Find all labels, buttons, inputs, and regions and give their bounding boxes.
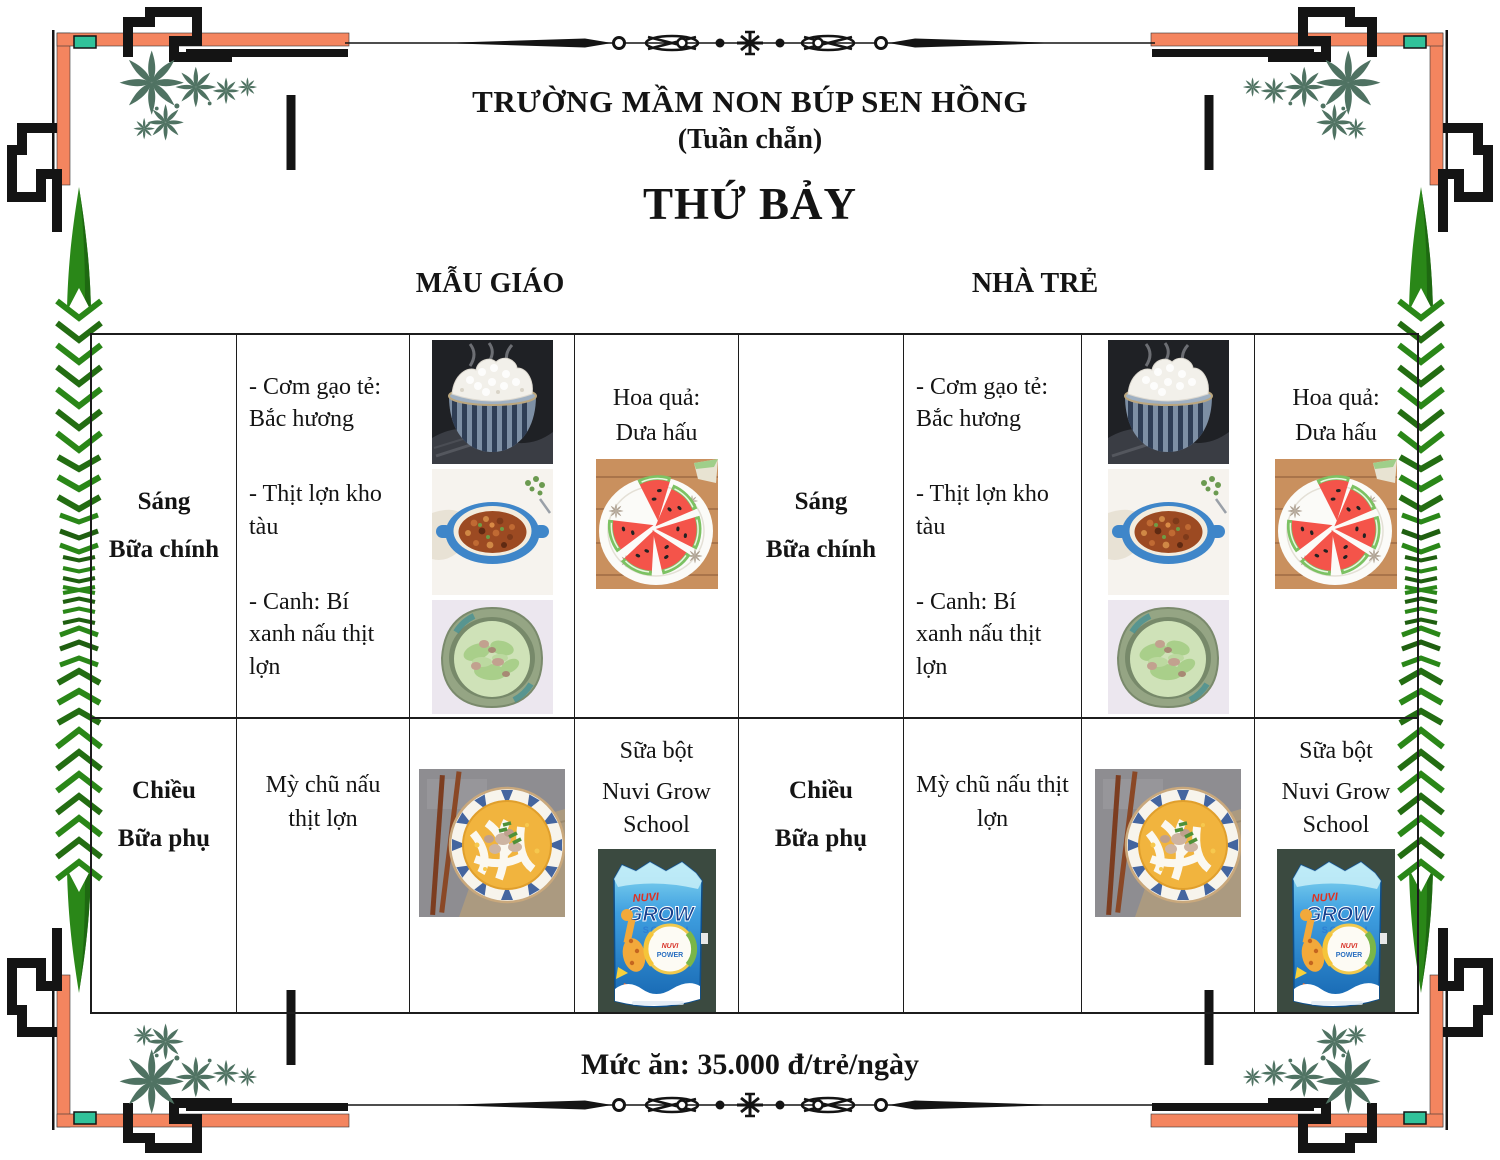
package-brand: NUVI — [632, 891, 660, 905]
meal-time-cell: Chiều Bữa phụ — [92, 719, 237, 1012]
braised-pork-photo — [1107, 469, 1229, 595]
fruit-cell: Hoa quả: Dưa hấu — [575, 335, 739, 719]
menu-table: Sáng Bữa chính - Cơm gạo tẻ: Bắc hương -… — [90, 333, 1419, 1014]
meal-price: Mức ăn: 35.000 đ/trẻ/ngày — [581, 1048, 919, 1081]
snack-dish-cell: Mỳ chũ nấu thịt lợn — [237, 719, 410, 1012]
dish-photos-cell — [410, 335, 575, 719]
dish-item: - Canh: Bí xanh nấu thịt lợn — [916, 588, 1042, 680]
badge-word-bottom: POWER — [656, 952, 682, 959]
badge-word-bottom: POWER — [1336, 952, 1362, 959]
week-type: (Tuần chẵn) — [677, 124, 823, 155]
flourish-divider-bottom — [343, 1092, 1157, 1118]
meal-time: Chiều — [132, 777, 196, 804]
milk-package-photo: NUVI GROW SCHOOL NUVI POWER — [597, 849, 716, 1012]
meal-kind: Bữa chính — [765, 536, 877, 563]
package-product: GROW — [1305, 903, 1375, 926]
dish-item: - Thịt lợn kho tàu — [916, 481, 1049, 540]
dish-list-cell: - Cơm gạo tẻ: Bắc hương - Thịt lợn kho t… — [904, 335, 1082, 719]
fruit-cell: Hoa quả: Dưa hấu — [1255, 335, 1417, 719]
milk-cell: Sữa bột Nuvi Grow School NUVI GROW SCHOO… — [1255, 719, 1417, 1012]
squash-soup-photo — [431, 600, 553, 714]
fruit-name: Dưa hấu — [1295, 419, 1377, 446]
meal-time-cell: Sáng Bữa chính — [92, 335, 237, 719]
noodle-photo — [1095, 769, 1241, 917]
milk-name: Nuvi Grow School — [602, 779, 711, 838]
fruit-title: Hoa quả: — [1292, 385, 1380, 411]
meal-time: Sáng — [137, 488, 191, 515]
milk-title: Sữa bột — [619, 738, 694, 764]
noodle-photo — [419, 769, 565, 917]
milk-package-photo: NUVI GROW SCHOOL NUVI POWER — [1277, 849, 1395, 1012]
badge-word-top: NUVI — [1341, 943, 1359, 950]
dish-photos-cell — [1082, 335, 1255, 719]
snack-photo-cell — [1082, 719, 1255, 1012]
dish-item: - Canh: Bí xanh nấu thịt lợn — [249, 588, 375, 680]
rice-photo — [431, 340, 553, 464]
dish-item: Mỳ chũ nấu thịt lợn — [265, 772, 381, 832]
meal-kind: Bữa chính — [108, 536, 220, 563]
dish-list-cell: - Cơm gạo tẻ: Bắc hương - Thịt lợn kho t… — [237, 335, 410, 719]
fruit-name: Dưa hấu — [615, 419, 698, 446]
dish-item: Mỳ chũ nấu thịt lợn — [916, 772, 1069, 832]
snack-dish-cell: Mỳ chũ nấu thịt lợn — [904, 719, 1082, 1012]
meal-kind: Bữa phụ — [117, 825, 211, 852]
school-name: TRƯỜNG MẦM NON BÚP SEN HỒNG — [472, 84, 1028, 119]
day-title: THỨ BẢY — [642, 179, 858, 229]
flourish-divider-top — [343, 30, 1157, 56]
milk-cell: Sữa bột Nuvi Grow School NUVI GROW SCHOO… — [575, 719, 739, 1012]
snack-photo-cell — [410, 719, 575, 1012]
dish-item: - Cơm gạo tẻ: Bắc hương — [249, 374, 381, 433]
rice-photo — [1107, 340, 1229, 464]
meal-time: Sáng — [794, 488, 848, 515]
milk-name: Nuvi Grow School — [1281, 779, 1391, 838]
watermelon-photo — [1275, 458, 1397, 589]
meal-time-cell: Sáng Bữa chính — [739, 335, 904, 719]
meal-kind: Bữa phụ — [774, 825, 868, 852]
milk-title: Sữa bột — [1299, 738, 1373, 764]
package-brand: NUVI — [1311, 891, 1339, 905]
section-title-mau-giao: MẪU GIÁO — [415, 268, 565, 299]
badge-word-top: NUVI — [661, 943, 679, 950]
fruit-title: Hoa quả: — [612, 385, 701, 411]
squash-soup-photo — [1107, 600, 1229, 714]
meal-time-cell: Chiều Bữa phụ — [739, 719, 904, 1012]
dish-item: - Cơm gạo tẻ: Bắc hương — [916, 374, 1048, 433]
section-title-nha-tre: NHÀ TRẺ — [971, 268, 1099, 299]
watermelon-photo — [595, 458, 718, 589]
braised-pork-photo — [431, 469, 553, 595]
dish-item: - Thịt lợn kho tàu — [249, 481, 382, 540]
package-product: GROW — [626, 903, 696, 926]
meal-time: Chiều — [789, 777, 853, 804]
